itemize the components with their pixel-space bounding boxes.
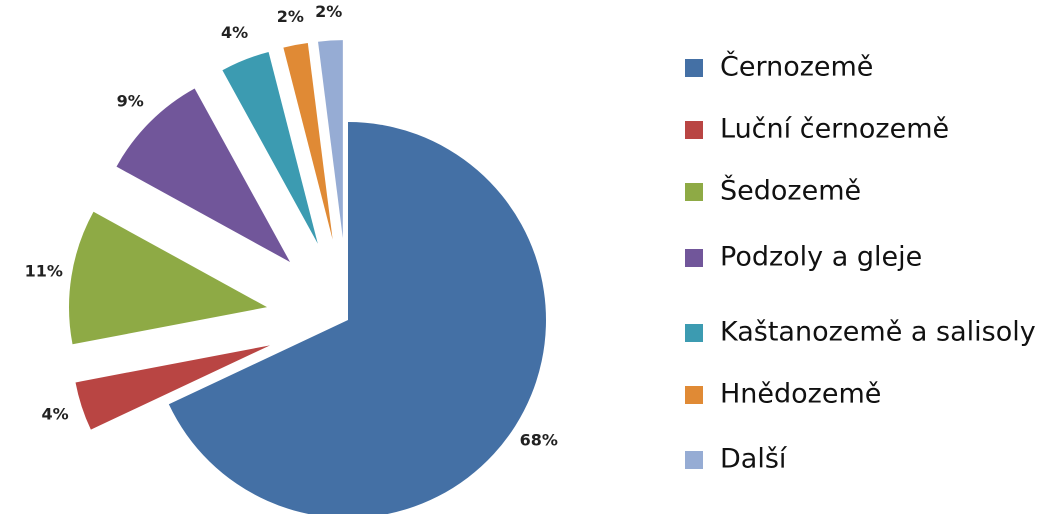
- legend-swatch: [685, 324, 703, 342]
- pie-slice: [69, 211, 268, 345]
- data-label: 68%: [520, 431, 558, 450]
- legend-swatch: [685, 249, 703, 267]
- legend-swatch: [685, 121, 703, 139]
- legend-label: Luční černozemě: [720, 114, 949, 145]
- legend-label: Černozemě: [720, 51, 873, 83]
- pie-slice: [283, 43, 333, 240]
- legend-swatch: [685, 451, 703, 469]
- legend-label: Kaštanozemě a salisoly: [720, 317, 1036, 348]
- legend-swatch: [685, 59, 703, 77]
- data-label: 9%: [117, 92, 144, 111]
- legend-label: Podzoly a gleje: [720, 242, 922, 273]
- legend-swatch: [685, 183, 703, 201]
- pie-slice: [222, 51, 318, 244]
- pie-slice: [116, 88, 291, 263]
- legend-label: Šedozemě: [720, 175, 861, 207]
- legend-label: Další: [720, 444, 788, 475]
- pie-slice: [168, 122, 546, 514]
- pie-slice: [75, 345, 271, 430]
- data-label: 4%: [221, 23, 248, 42]
- data-label: 2%: [277, 7, 304, 26]
- data-label: 11%: [25, 261, 63, 280]
- legend-label: Hnědozemě: [720, 379, 881, 410]
- legend-swatch: [685, 386, 703, 404]
- data-label: 2%: [315, 2, 342, 21]
- data-label: 4%: [41, 405, 68, 424]
- pie-slice: [318, 40, 343, 239]
